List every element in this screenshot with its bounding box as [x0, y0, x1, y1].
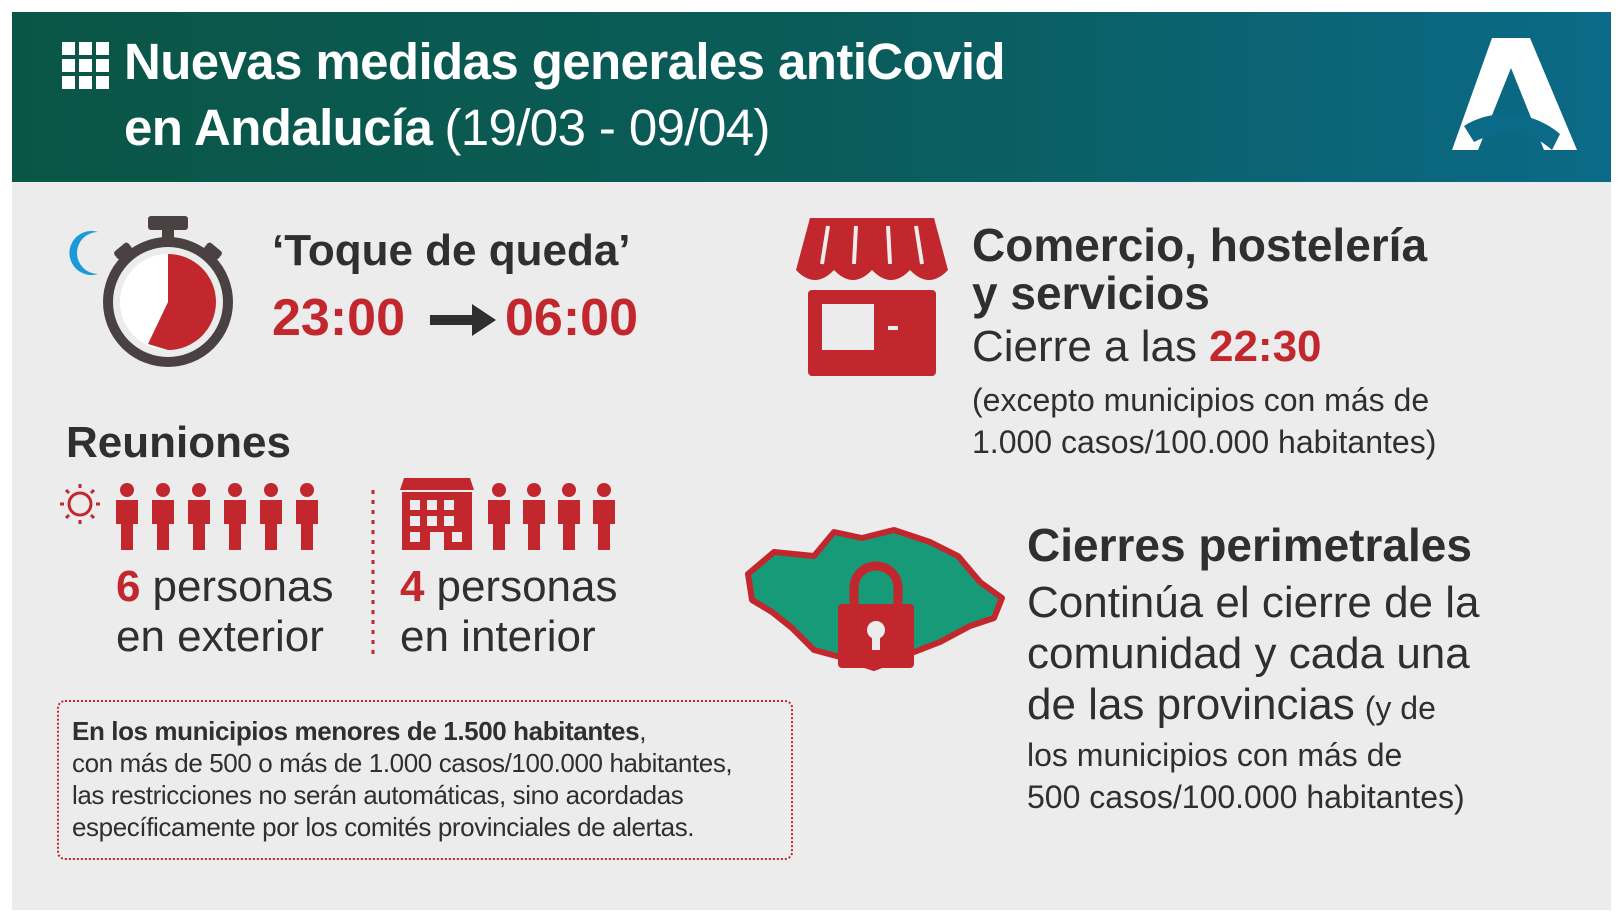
curfew-title: ‘Toque de queda’ [272, 226, 631, 275]
perimeter-small-suffix: (y de [1364, 690, 1436, 726]
header-bar [12, 12, 1611, 182]
closing-time: 22:30 [1208, 322, 1322, 371]
logo [1452, 38, 1577, 150]
shop-icon [796, 218, 948, 376]
title-line-2: en Andalucía (19/03 - 09/04) [124, 98, 770, 157]
perimeter-line: de las provincias (y de [1027, 680, 1436, 730]
commerce-title-1: Comercio, hostelería [972, 219, 1428, 271]
perimeter-small-line: 500 casos/100.000 habitantes) [1027, 779, 1465, 815]
arrow-icon [430, 304, 496, 336]
indoor-line-2: en interior [400, 612, 596, 661]
note-bold: En los municipios menores de 1.500 habit… [72, 716, 640, 746]
grid-icon [62, 42, 109, 89]
title-line-1: Nuevas medidas generales antiCovid [124, 33, 1006, 90]
note-line: específicamente por los comités provinci… [72, 812, 695, 842]
note-line-bold: En los municipios menores de 1.500 habit… [72, 716, 646, 747]
commerce-closing: Cierre a las 22:30 [972, 322, 1322, 372]
note-line: las restricciones no serán automáticas, … [72, 780, 684, 810]
closing-prefix: Cierre a las [972, 322, 1197, 371]
meetings-title: Reuniones [66, 418, 291, 467]
outdoor-icons [60, 483, 318, 550]
curfew-start: 23:00 [272, 289, 405, 347]
stopwatch-icon [69, 216, 233, 367]
note-box [57, 700, 793, 860]
outdoor-number: 6 [116, 562, 141, 611]
indoor-line-1: 4 personas [400, 562, 618, 612]
indoor-text: personas [436, 562, 618, 611]
perimeter-small-line: los municipios con más de [1027, 737, 1403, 773]
perimeter-line: comunidad y cada una [1027, 629, 1470, 678]
title-place: en Andalucía [124, 99, 433, 156]
note-line: con más de 500 o más de 1.000 casos/100.… [72, 748, 733, 778]
note-bold-suffix: , [639, 716, 647, 746]
commerce-title-2: y servicios [972, 267, 1210, 319]
commerce-exception-2: 1.000 casos/100.000 habitantes) [972, 424, 1437, 460]
indoor-icons [400, 478, 615, 550]
commerce-exception-1: (excepto municipios con más de [972, 382, 1430, 418]
map-icon [745, 527, 1005, 671]
divider [371, 490, 375, 654]
indoor-number: 4 [400, 562, 425, 611]
perimeter-line: Continúa el cierre de la [1027, 578, 1480, 627]
outdoor-line-1: 6 personas [116, 562, 334, 612]
title-dates: (19/03 - 09/04) [444, 99, 770, 156]
outdoor-text: personas [152, 562, 334, 611]
perimeter-line-text: de las provincias [1027, 680, 1355, 729]
outdoor-line-2: en exterior [116, 612, 324, 661]
curfew-end: 06:00 [505, 289, 638, 347]
perimeter-title: Cierres perimetrales [1027, 519, 1472, 571]
